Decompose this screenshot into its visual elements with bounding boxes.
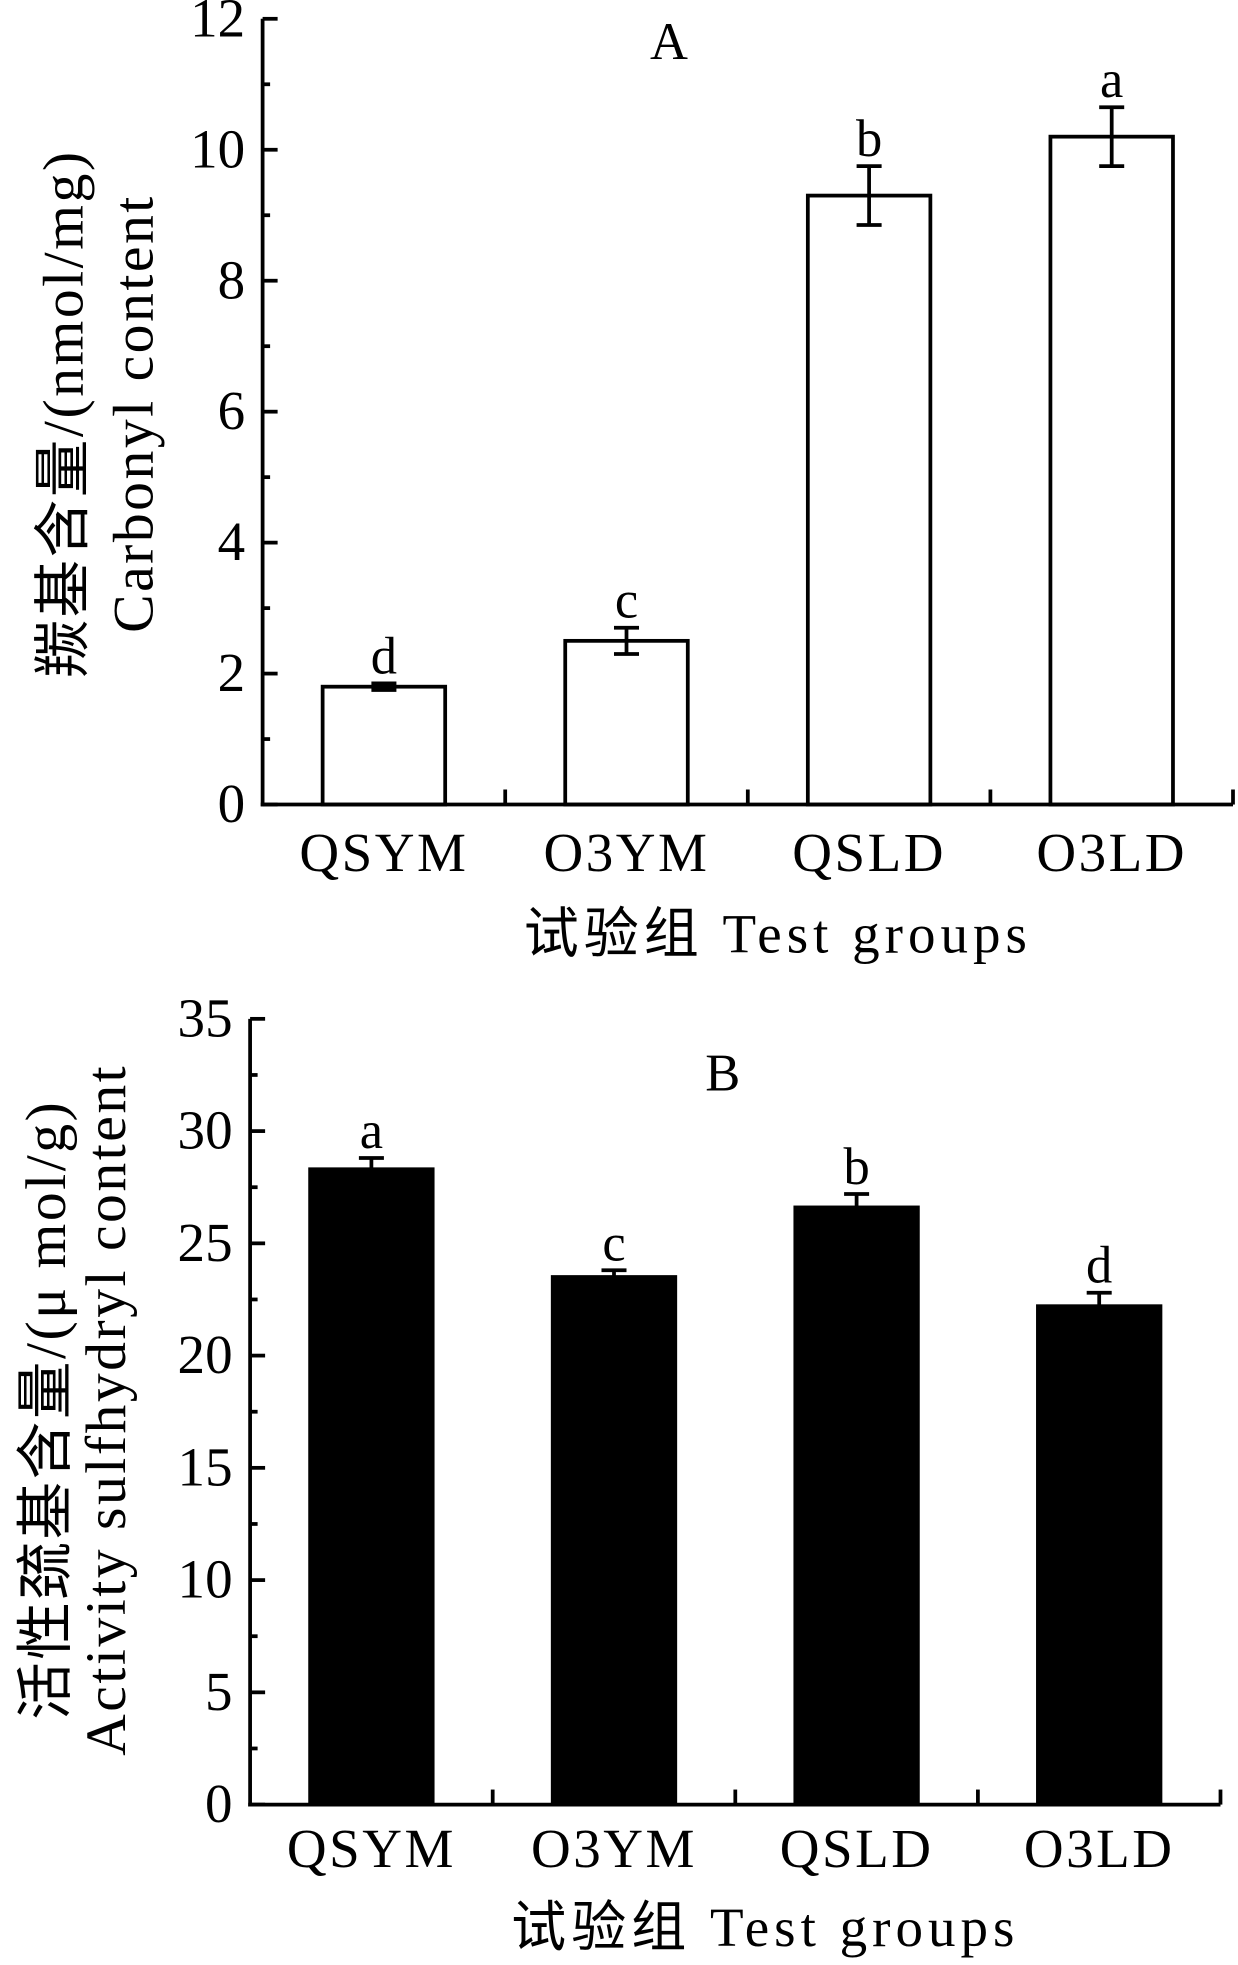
chart-a-panel: d QSYM c O3YM b QSLD a O3LD 0 2 4 6 8 10 12 A 试验组 Test g… [33,0,1235,964]
y-tick-label: 5 [205,1661,233,1722]
error-bar-qsym [371,681,397,692]
significance-letter-o3ld: d [1086,1237,1112,1295]
y-axis-title-english: Carbonyl content [103,194,166,633]
bar-qsld [805,193,933,807]
x-tick-label-o3ym: O3YM [531,1818,697,1879]
significance-letter-qsld: b [843,1138,869,1196]
error-bar-qsld [844,1192,870,1208]
y-axis-title-english: Activity sulfhydryl content [75,1064,138,1756]
x-tick-label-o3ld: O3LD [1024,1818,1175,1879]
x-tick-label-qsym: QSYM [287,1818,456,1879]
x-axis-title: 试验组 Test groups [524,903,1032,964]
y-tick-label: 0 [218,773,246,834]
significance-letter-o3ym: c [602,1214,625,1272]
y-tick-label: 4 [218,511,246,572]
significance-letter-o3ym: c [615,572,638,630]
bar-o3ld [1048,134,1175,807]
bar-o3ym [563,638,690,807]
y-tick-label: 0 [205,1773,233,1834]
y-tick-label: 35 [178,987,233,1048]
error-bar-qsld [856,164,882,227]
y-tick-label: 15 [178,1436,233,1497]
y-tick-label: 20 [178,1324,233,1385]
error-bar-o3ld [1086,1290,1112,1307]
x-tick-label-o3ym: O3YM [544,822,710,883]
error-bar-o3ym [601,1268,627,1278]
y-tick-label: 25 [178,1212,233,1273]
panel-title-b: B [705,1044,740,1102]
x-tick-label-qsld: QSLD [780,1818,934,1879]
bar-o3ld [1036,1304,1163,1807]
y-tick-label: 6 [218,380,246,441]
bar-o3ym [550,1275,678,1807]
y-tick-label: 8 [218,249,246,310]
bar-qsym [308,1167,435,1807]
y-tick-label: 10 [178,1549,233,1610]
x-tick-label-o3ld: O3LD [1036,822,1187,883]
panel-title-a: A [650,13,688,71]
y-tick-label: 12 [190,0,245,48]
x-tick-label-qsld: QSLD [792,822,946,883]
bar-qsld [793,1205,920,1807]
y-tick-label: 30 [178,1100,233,1161]
error-bar-o3ld [1099,105,1125,169]
significance-letter-o3ld: a [1100,51,1123,109]
error-bar-o3ym [613,625,640,656]
chart-b-panel: a QSYM c O3YM b QSLD d O3LD 0 5 10 15 20 25 30 35 B 试验组 T… [15,987,1223,1958]
y-tick-label: 2 [218,642,246,703]
x-tick-label-qsym: QSYM [299,822,468,883]
significance-letter-qsym: a [360,1102,383,1160]
significance-letter-qsym: d [371,627,397,685]
y-axis-title-chinese: 活性巯基含量/(μ mol/g) [15,1100,78,1720]
y-tick-label: 10 [190,118,245,179]
y-axis-title-chinese: 羰基含量/(nmol/mg) [33,149,96,677]
error-bar-qsym [358,1156,384,1170]
bar-qsym [320,684,448,807]
x-axis-title: 试验组 Test groups [511,1897,1019,1958]
significance-letter-qsld: b [856,110,882,168]
